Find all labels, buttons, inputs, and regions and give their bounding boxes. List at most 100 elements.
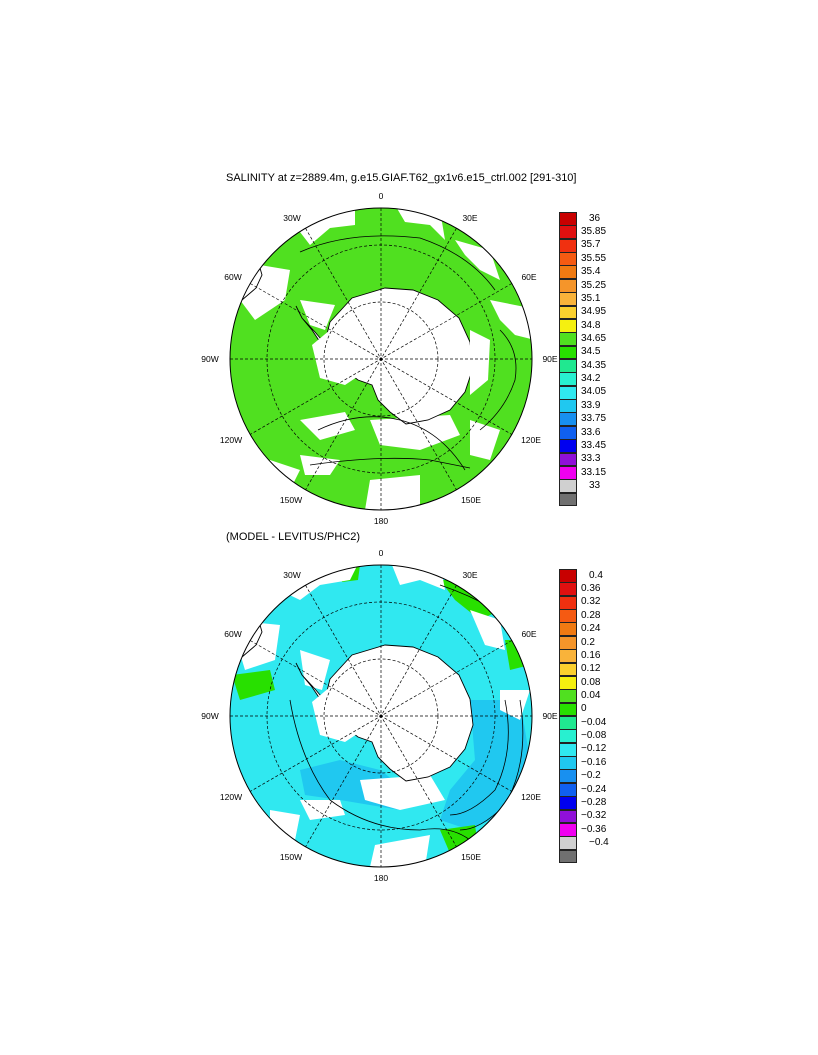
colorbar-label: 35.7 [581, 239, 601, 251]
colorbar-swatch [559, 582, 577, 597]
lon-label-30e: 30E [462, 570, 477, 580]
lon-label-150e: 150E [461, 852, 481, 862]
colorbar-label: 0.16 [581, 649, 601, 661]
colorbar-label: 0 [581, 703, 587, 715]
lon-label-120e: 120E [521, 435, 541, 445]
colorbar-swatch [559, 569, 577, 583]
map-title-salinity: SALINITY at z=2889.4m, g.e15.GIAF.T62_gx… [226, 172, 577, 184]
colorbar-label: −0.24 [581, 783, 607, 795]
colorbar-swatch [559, 425, 577, 440]
colorbar-swatch [559, 756, 577, 770]
colorbar-swatch [559, 742, 577, 757]
colorbar-label: 0.24 [581, 623, 601, 635]
colorbar-swatch [559, 809, 577, 824]
colorbar-label: 33.15 [581, 466, 607, 478]
colorbar-label: −0.04 [581, 716, 607, 728]
colorbar-label: 36 [589, 212, 601, 224]
colorbar-label: −0.16 [581, 756, 607, 768]
shelf-missing-east [470, 330, 490, 395]
colorbar-label: 33.45 [581, 439, 607, 451]
lon-label-90w: 90W [201, 711, 218, 721]
salinity-contours [299, 235, 517, 471]
colorbar-swatch [559, 635, 577, 650]
lon-label-90e: 90E [542, 354, 557, 364]
lon-label-30w: 30W [283, 213, 300, 223]
lon-label-60w: 60W [224, 629, 241, 639]
colorbar-swatch [559, 439, 577, 454]
lon-label-180: 180 [374, 873, 388, 883]
lon-label-0: 0 [379, 191, 384, 201]
colorbar-label: 0.08 [581, 676, 601, 688]
colorbar-label: 33.9 [581, 399, 601, 411]
colorbar-label: 0.28 [581, 609, 601, 621]
colorbar-label: −0.36 [581, 823, 607, 835]
colorbar-label: 0.12 [581, 663, 601, 675]
colorbar-label: 33.75 [581, 413, 607, 425]
colorbar-swatch [559, 465, 577, 480]
colorbar-swatch [559, 796, 577, 811]
colorbar-label: 35.1 [581, 292, 601, 304]
colorbar-label: 33.6 [581, 426, 601, 438]
colorbar-swatch [559, 492, 577, 507]
colorbar-label: 35.55 [581, 252, 607, 264]
map-boundary-diff [229, 564, 533, 868]
colorbar-label: −0.4 [589, 836, 609, 848]
colorbar-swatch [559, 595, 577, 610]
colorbar-swatch [559, 372, 577, 387]
lon-label-180: 180 [374, 516, 388, 526]
colorbar-label: 33 [589, 479, 601, 491]
colorbar-swatch [559, 345, 577, 360]
map-boundary [229, 207, 533, 511]
lon-label-60e: 60E [521, 272, 536, 282]
lon-label-120e: 120E [521, 792, 541, 802]
colorbar-label: 34.2 [581, 373, 601, 385]
colorbar-label: 35.85 [581, 226, 607, 238]
lon-label-120w: 120W [220, 435, 242, 445]
colorbar-swatch [559, 782, 577, 797]
colorbar-swatch [559, 292, 577, 307]
colorbar-label: −0.08 [581, 730, 607, 742]
colorbar-label: 35.25 [581, 279, 607, 291]
colorbar-label: −0.2 [581, 770, 601, 782]
colorbar-swatch [559, 452, 577, 467]
lon-label-150w: 150W [280, 495, 302, 505]
colorbar-label: 0.36 [581, 583, 601, 595]
lon-label-30w: 30W [283, 570, 300, 580]
lon-label-150w: 150W [280, 852, 302, 862]
colorbar-swatch [559, 212, 577, 226]
colorbar-label: 34.35 [581, 359, 607, 371]
colorbar-label: 34.5 [581, 346, 601, 358]
map-title-difference: (MODEL - LEVITUS/PHC2) [226, 531, 361, 543]
colorbar-swatch [559, 332, 577, 347]
colorbar-label: 0.04 [581, 689, 601, 701]
colorbar-swatch [559, 822, 577, 837]
colorbar-swatch [559, 318, 577, 333]
colorbar-swatch [559, 399, 577, 413]
colorbar-swatch [559, 716, 577, 730]
lon-label-0: 0 [379, 548, 384, 558]
colorbar-swatch [559, 729, 577, 744]
colorbar-label: 0.2 [581, 636, 595, 648]
lon-label-120w: 120W [220, 792, 242, 802]
lon-label-30e: 30E [462, 213, 477, 223]
colorbar-label: −0.12 [581, 743, 607, 755]
colorbar-label: 35.4 [581, 266, 601, 278]
colorbar-swatch [559, 265, 577, 280]
colorbar-swatch [559, 305, 577, 320]
colorbar-label: 34.05 [581, 386, 607, 398]
colorbar-swatch [559, 836, 577, 851]
colorbar-swatch [559, 649, 577, 664]
shelf-missing-west [312, 330, 360, 385]
lon-label-150e: 150E [461, 495, 481, 505]
colorbar-swatch [559, 385, 577, 400]
lon-label-90w: 90W [201, 354, 218, 364]
colorbar-swatch [559, 479, 577, 494]
shelf-missing-west-diff [312, 687, 360, 742]
south-pole-marker-diff [379, 714, 383, 718]
colorbar-swatch [559, 359, 577, 373]
lon-label-60w: 60W [224, 272, 241, 282]
colorbar-label: 34.65 [581, 332, 607, 344]
colorbar-label: −0.32 [581, 810, 607, 822]
colorbar-swatch [559, 622, 577, 637]
